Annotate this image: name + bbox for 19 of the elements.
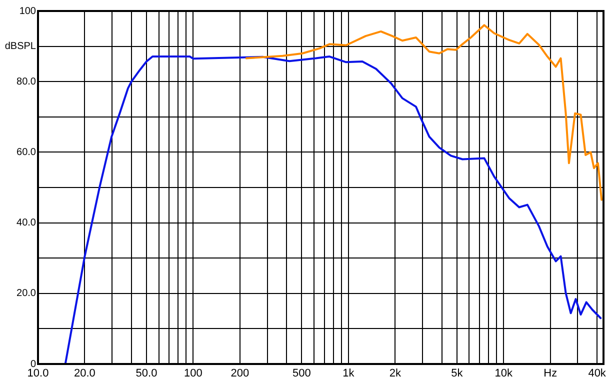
y-tick-label: 20.0 bbox=[16, 288, 36, 300]
x-tick-label: 1k bbox=[342, 368, 355, 380]
y-tick-label: 80.0 bbox=[16, 76, 36, 88]
x-tick-label: 200 bbox=[230, 368, 250, 380]
x-tick-label: 100 bbox=[184, 368, 202, 380]
x-tick-label: 500 bbox=[292, 368, 311, 380]
x-tick-label: 20.0 bbox=[74, 368, 96, 380]
x-tick-label: Hz bbox=[544, 368, 558, 380]
x-tick-label: 50.0 bbox=[136, 368, 158, 380]
y-tick-label: 0 bbox=[30, 358, 36, 370]
x-tick-label: 40k bbox=[588, 368, 606, 380]
y-tick-label: 60.0 bbox=[16, 146, 36, 158]
y-tick-label: dBSPL bbox=[4, 41, 36, 52]
x-tick-label: 10k bbox=[494, 368, 513, 380]
x-tick-label: 2k bbox=[389, 368, 402, 380]
y-tick-label: 100 bbox=[19, 6, 36, 17]
x-tick-label: 10.0 bbox=[27, 368, 49, 380]
x-tick-label: 5k bbox=[451, 368, 464, 380]
y-tick-label: 40.0 bbox=[16, 218, 36, 229]
